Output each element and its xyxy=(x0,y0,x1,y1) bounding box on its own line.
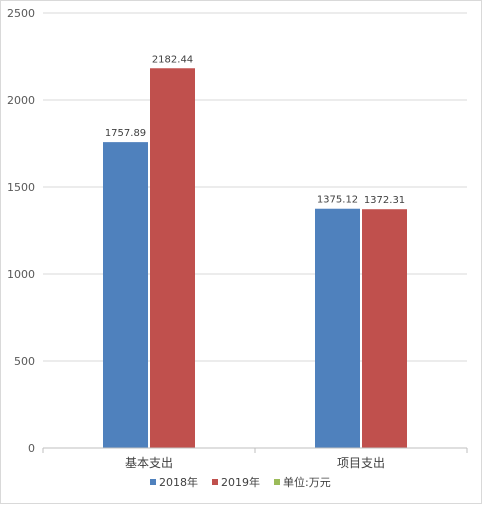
legend-swatch xyxy=(274,479,280,485)
bars xyxy=(103,68,407,449)
legend: 2018年 2019年 单位:万元 xyxy=(150,475,331,489)
y-tick-label: 1000 xyxy=(7,268,35,281)
legend-swatch xyxy=(150,479,156,485)
y-tick-label: 2000 xyxy=(7,94,35,107)
bar xyxy=(315,208,360,448)
y-tick-label: 500 xyxy=(14,355,35,368)
y-tick-label: 0 xyxy=(28,442,35,455)
x-axis xyxy=(42,447,468,453)
bar xyxy=(103,142,148,448)
data-label: 1375.12 xyxy=(317,195,358,206)
category-label: 项目支出 xyxy=(337,456,385,470)
bar xyxy=(362,209,407,448)
data-label: 1372.31 xyxy=(364,195,405,206)
data-labels: 1757.89 2182.44 1375.12 1372.31 xyxy=(105,54,405,206)
legend-label: 单位:万元 xyxy=(283,475,331,489)
y-tick-label: 1500 xyxy=(7,181,35,194)
legend-label: 2019年 xyxy=(221,475,260,489)
legend-label: 2018年 xyxy=(159,475,198,489)
y-axis-ticks: 0 500 1000 1500 2000 2500 xyxy=(7,7,35,455)
data-label: 2182.44 xyxy=(152,54,193,65)
category-label: 基本支出 xyxy=(125,456,173,470)
y-tick-label: 2500 xyxy=(7,7,35,20)
bar xyxy=(150,68,195,449)
data-label: 1757.89 xyxy=(105,128,146,139)
category-labels: 基本支出 项目支出 xyxy=(125,456,385,470)
legend-swatch xyxy=(212,479,218,485)
